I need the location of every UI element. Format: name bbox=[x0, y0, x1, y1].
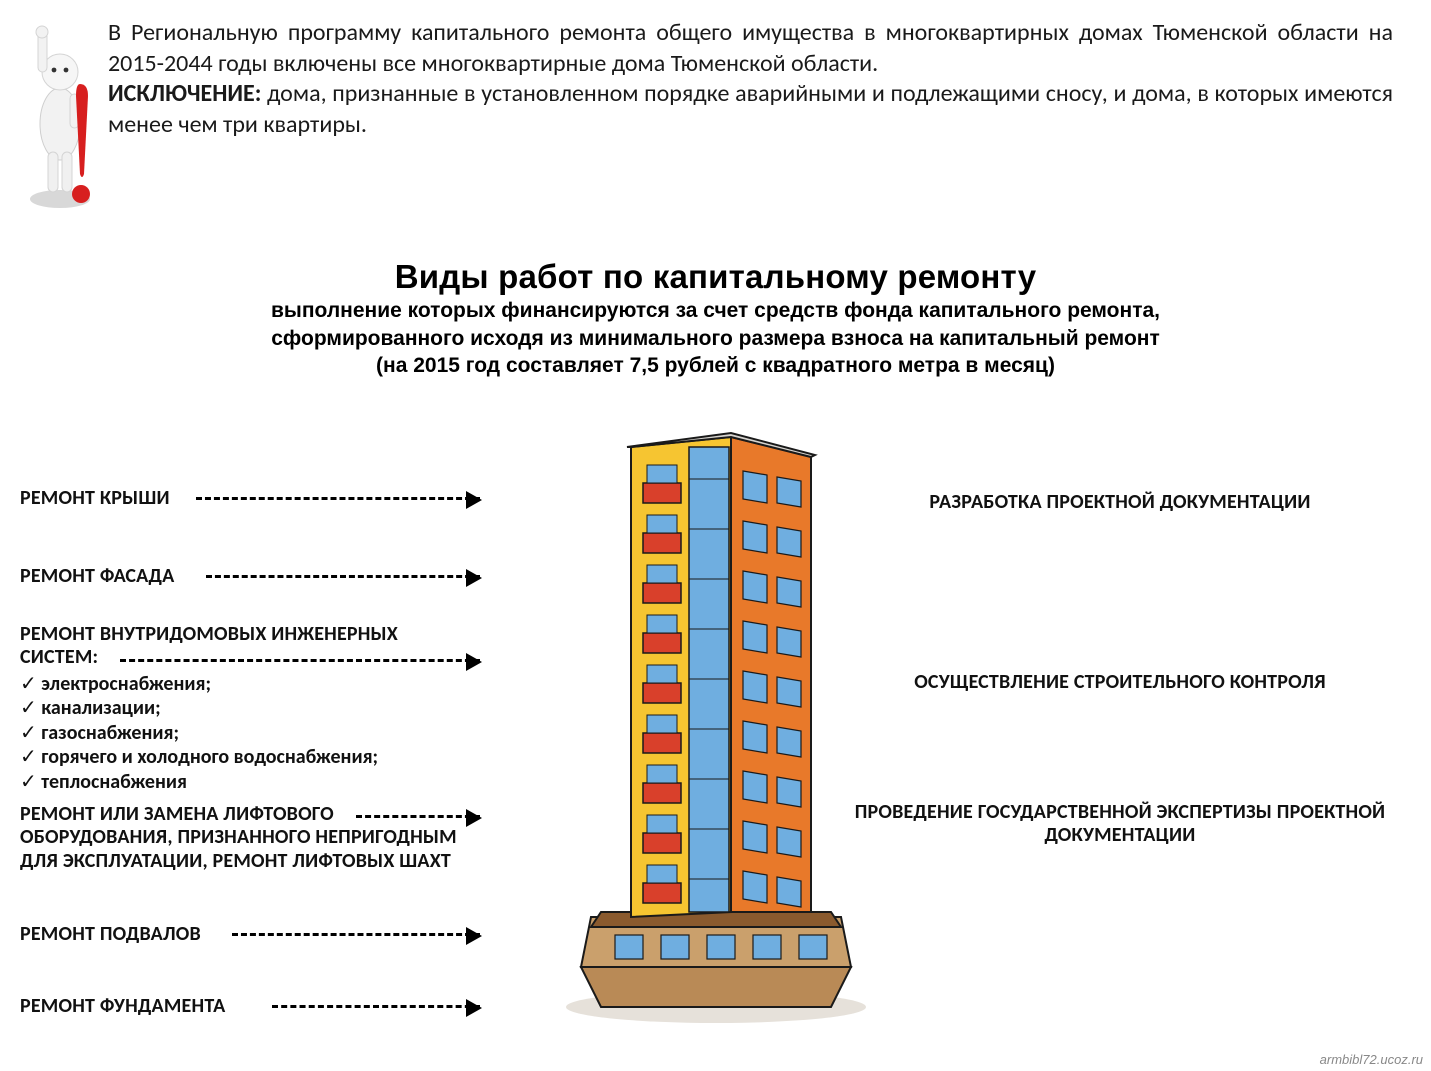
exception-label: ИСКЛЮЧЕНИЕ: bbox=[108, 79, 261, 108]
right-item-label: РАЗРАБОТКА ПРОЕКТНОЙ ДОКУМЕНТАЦИИ bbox=[830, 491, 1410, 515]
sublist-item: электроснабжения; bbox=[20, 672, 520, 696]
attention-figure-icon bbox=[18, 18, 100, 214]
intro-paragraph: В Региональную программу капитального ре… bbox=[108, 18, 1393, 78]
left-item: РЕМОНТ ВНУТРИДОМОВЫХ ИНЖЕНЕРНЫХ СИСТЕМ:э… bbox=[20, 623, 520, 794]
building-illustration bbox=[561, 407, 871, 1027]
left-item: РЕМОНТ ИЛИ ЗАМЕНА ЛИФТОВОГО ОБОРУДОВАНИЯ… bbox=[20, 803, 520, 874]
heading-sub1: выполнение которых финансируются за счет… bbox=[60, 298, 1371, 324]
heading-block: Виды работ по капитальному ремонту выпол… bbox=[0, 258, 1431, 379]
arrow-icon bbox=[356, 815, 480, 818]
heading-sub2: сформированного исходя из минимального р… bbox=[60, 326, 1371, 352]
heading-sub3: (на 2015 год составляет 7,5 рублей с ква… bbox=[60, 353, 1371, 379]
sublist-item: горячего и холодного водоснабжения; bbox=[20, 745, 520, 769]
sublist-item: газоснабжения; bbox=[20, 721, 520, 745]
arrow-icon bbox=[196, 497, 480, 500]
right-item-label: ПРОВЕДЕНИЕ ГОСУДАРСТВЕННОЙ ЭКСПЕРТИЗЫ ПР… bbox=[830, 801, 1410, 848]
left-item-label: РЕМОНТ ВНУТРИДОМОВЫХ ИНЖЕНЕРНЫХ СИСТЕМ: bbox=[20, 623, 460, 670]
sublist: электроснабжения;канализации;газоснабжен… bbox=[20, 672, 520, 794]
arrow-icon bbox=[120, 659, 480, 662]
arrow-icon bbox=[206, 575, 480, 578]
arrow-icon bbox=[272, 1005, 480, 1008]
watermark: armbibl72.ucoz.ru bbox=[1320, 1052, 1423, 1067]
heading-main: Виды работ по капитальному ремонту bbox=[60, 258, 1371, 296]
sublist-item: теплоснабжения bbox=[20, 770, 520, 794]
intro-text: В Региональную программу капитального ре… bbox=[100, 18, 1393, 141]
diagram: РЕМОНТ КРЫШИРЕМОНТ ФАСАДАРЕМОНТ ВНУТРИДО… bbox=[0, 407, 1431, 1047]
left-item-label: РЕМОНТ ИЛИ ЗАМЕНА ЛИФТОВОГО ОБОРУДОВАНИЯ… bbox=[20, 803, 460, 874]
right-item-label: ОСУЩЕСТВЛЕНИЕ СТРОИТЕЛЬНОГО КОНТРОЛЯ bbox=[830, 671, 1410, 695]
arrow-icon bbox=[232, 933, 480, 936]
intro-section: В Региональную программу капитального ре… bbox=[0, 0, 1431, 214]
exception-text: дома, признанные в установленном порядке… bbox=[108, 79, 1393, 139]
sublist-item: канализации; bbox=[20, 696, 520, 720]
